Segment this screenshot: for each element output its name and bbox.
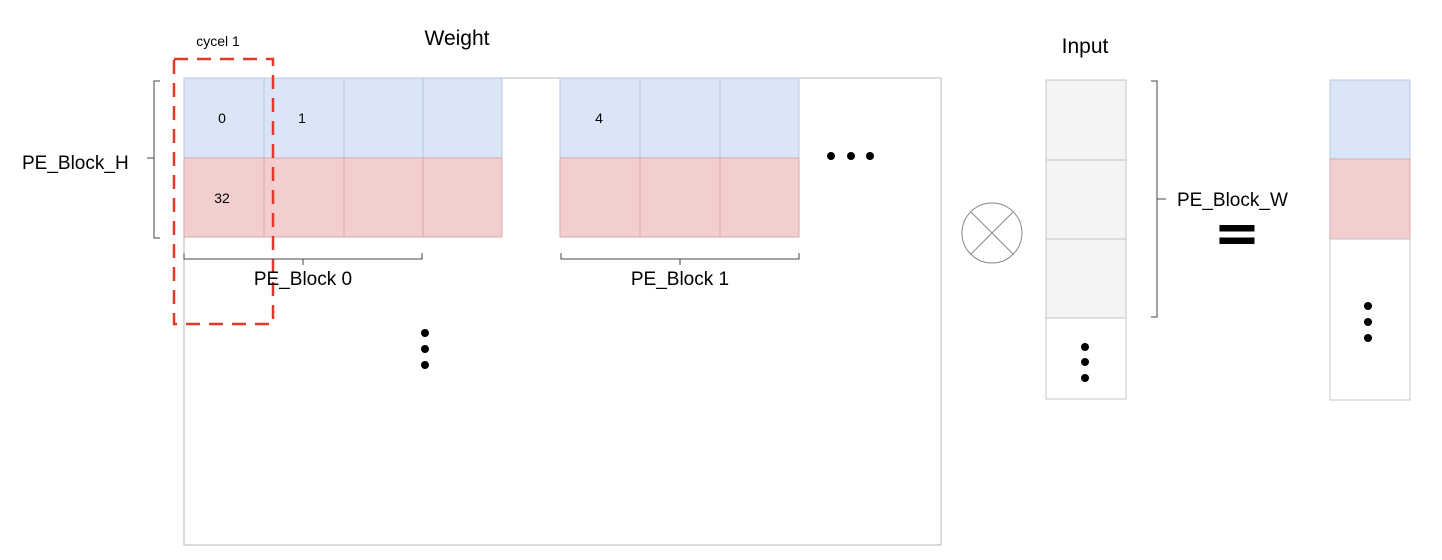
ellipsis-icon — [1364, 302, 1372, 342]
cycle-dashed-box — [172, 57, 275, 326]
output-cell-pink — [1329, 158, 1411, 240]
input-cell — [1045, 79, 1127, 161]
cell-value-32: 32 — [214, 190, 230, 206]
pe-block-w-bracket — [1151, 80, 1166, 318]
pe-block-0 — [183, 77, 503, 238]
output-cell-blue — [1329, 79, 1411, 160]
pe-block-0-bracket — [183, 253, 423, 265]
block1-pink-cell — [559, 157, 641, 238]
block1-pink-cell — [719, 157, 800, 238]
pe-block-1 — [559, 77, 800, 238]
input-cell — [1045, 159, 1127, 240]
block0-blue-cell — [422, 77, 503, 159]
input-cell — [1045, 238, 1127, 319]
pe-block-h-bracket — [147, 80, 160, 239]
svg-text:=: = — [1214, 201, 1261, 266]
pe-block-w-label: PE_Block_W — [1177, 190, 1288, 211]
ellipsis-icon — [421, 329, 429, 369]
output-vector — [1329, 79, 1411, 401]
input-title: Input — [1062, 35, 1109, 58]
ellipsis-icon — [827, 152, 874, 160]
block1-blue-cell — [639, 77, 721, 159]
input-vector — [1045, 79, 1127, 400]
circled-times-icon — [961, 202, 1023, 264]
equals-sign: = — [1214, 201, 1261, 266]
block0-pink-cell — [263, 157, 345, 238]
block0-blue-cell — [183, 77, 265, 159]
block0-blue-cell — [343, 77, 424, 159]
block1-blue-cell — [719, 77, 800, 159]
cycle-label: cycel 1 — [196, 33, 240, 49]
block0-pink-cell — [422, 157, 503, 238]
block0-blue-cell — [263, 77, 345, 159]
block0-pink-cell — [343, 157, 424, 238]
block1-blue-cell — [559, 77, 641, 159]
pe-block-1-label: PE_Block 1 — [631, 269, 729, 290]
weight-title: Weight — [425, 27, 490, 50]
cell-value-0: 0 — [218, 110, 226, 126]
cell-value-4: 4 — [595, 110, 603, 126]
block1-pink-cell — [639, 157, 721, 238]
block0-pink-cell — [183, 157, 265, 238]
pe-block-1-bracket — [560, 253, 800, 265]
pe-block-0-label: PE_Block 0 — [254, 269, 352, 290]
pe-block-h-label: PE_Block_H — [22, 153, 129, 174]
cell-value-1: 1 — [298, 110, 306, 126]
ellipsis-icon — [1081, 343, 1089, 382]
